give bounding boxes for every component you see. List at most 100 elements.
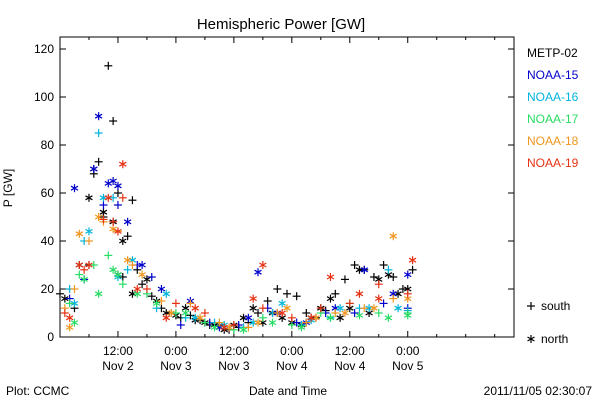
marker-stroke [384,315,393,321]
point-metp-02-north [249,304,257,313]
point-noaa-19-north [104,193,113,202]
point-metp-02-south [56,289,64,298]
legend: METP-02 NOAA-15 NOAA-16 NOAA-17 NOAA-18 NOAA-… [527,46,579,170]
marker-stroke [527,336,535,342]
marker-stroke [133,286,142,292]
legend-entry-noaa-19: NOAA-19 [527,156,579,170]
marker-legend-label: north [541,332,568,346]
point-noaa-15-north [114,181,122,190]
point-noaa-18-north [94,213,103,221]
point-metp-02-north [61,294,69,303]
y-tick-label: 0 [47,330,54,344]
point-noaa-19-north [75,261,84,269]
point-noaa-19-north [249,294,257,303]
point-noaa-17-north [268,318,277,327]
point-noaa-18-south [157,297,166,305]
point-noaa-16-north [336,304,344,313]
marker-stroke [326,274,335,280]
marker-stroke [196,315,204,321]
marker-stroke [109,226,117,232]
marker-stroke [65,315,74,321]
point-noaa-19-north [162,313,171,322]
marker-stroke [355,312,364,318]
point-noaa-16-north [162,289,171,298]
point-noaa-15-north [360,265,369,274]
point-metp-02-south [263,297,272,305]
marker-stroke [181,305,190,311]
point-metp-02-south [138,280,147,289]
point-metp-02-south [398,285,407,293]
marker-stroke [167,310,175,316]
point-noaa-19-north [307,313,315,322]
point-metp-02-north [143,275,151,284]
marker-stroke [70,185,79,191]
point-noaa-16-north [394,304,402,313]
point-noaa-17-south [65,299,74,308]
point-noaa-17-south [118,280,127,289]
marker-stroke [70,300,79,306]
x-tick-date-label: Nov 2 [102,359,134,373]
x-tick-label: 0:00 [396,344,420,358]
point-noaa-18-north [283,304,291,313]
marker-stroke [109,178,117,184]
marker-stroke [365,310,373,316]
marker-stroke [408,257,417,263]
point-noaa-17-north [181,309,190,317]
point-noaa-17-south [258,313,267,322]
point-noaa-19-south [258,304,267,313]
point-noaa-18-south [186,299,195,308]
point-noaa-19-north [355,289,364,298]
point-noaa-15-north [138,261,146,269]
point-noaa-19-south [345,299,354,308]
point-noaa-18-south [273,309,282,317]
point-metp-02-south [147,292,156,301]
marker-stroke [143,276,151,282]
marker-stroke [394,305,402,311]
point-noaa-19-south [287,313,296,322]
legend-entry-noaa-16: NOAA-16 [527,90,579,104]
point-noaa-19-north [119,160,127,169]
point-noaa-15-north [244,313,253,322]
point-metp-02-north [119,237,127,245]
marker-stroke [268,320,277,326]
footer-timestamp: 2011/11/05 02:30:07 [484,384,593,398]
marker-stroke [370,305,378,311]
x-tick-label: 0:00 [164,344,188,358]
point-noaa-19-south [99,215,108,224]
marker-stroke [75,262,84,268]
point-metp-02-south [379,261,388,269]
point-noaa-18-north [75,229,84,238]
point-metp-02-north [326,294,335,303]
point-metp-02-south [123,232,132,241]
point-noaa-19-north [220,323,228,332]
point-noaa-18-north [370,304,378,313]
point-noaa-15-north [94,112,103,121]
point-metp-02-south [331,289,340,298]
point-noaa-17-north [114,270,122,279]
point-noaa-16-south [109,193,118,202]
point-noaa-19-north [259,261,267,269]
point-noaa-17-south [200,318,209,327]
x-tick-label: 12:00 [103,344,133,358]
point-noaa-18-north [254,318,262,327]
point-noaa-17-south [75,270,84,279]
y-axis: 0 20 40 60 80 100 120 [34,42,514,344]
point-metp-02-south [408,265,417,274]
marker-stroke [220,324,228,330]
point-noaa-18-south [70,285,79,293]
point-noaa-16-south [123,265,132,274]
point-noaa-15-north [109,177,117,185]
point-noaa-19-north [133,285,142,293]
marker-stroke [80,276,88,282]
marker-stroke [239,327,248,333]
marker-stroke [360,267,369,273]
marker-stroke [403,286,412,292]
footer-plot-credit: Plot: CCMC [6,384,70,398]
marker-stroke [162,291,171,297]
point-noaa-19-north [191,304,200,313]
marker-stroke [346,305,354,311]
point-noaa-15-south [147,273,156,281]
plot-frame [59,36,515,338]
point-noaa-19-south [229,321,238,329]
